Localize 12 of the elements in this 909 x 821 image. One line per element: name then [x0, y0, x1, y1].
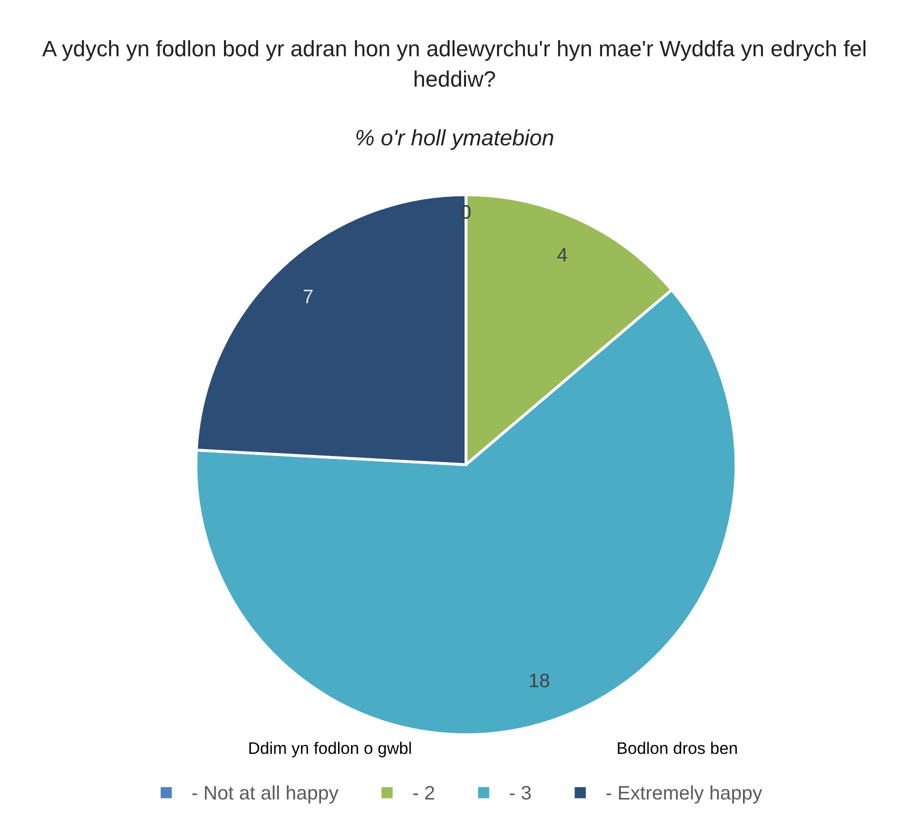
chart-subtitle: % o'r holl ymatebion [356, 129, 554, 150]
legend-label: - 2 [413, 786, 434, 800]
text: Bodlon dros ben [618, 742, 737, 754]
chart-title: A ydych yn fodlon bod yr adran hon yn adlewyrchu'r hyn mae'r Wyddfa yn edrych fel heddiw? [42, 40, 866, 87]
legend-label: - 3 [510, 786, 531, 800]
text: Ddim yn fodlon o gwbl [249, 742, 411, 758]
legend-label: - Not at all happy [192, 785, 338, 804]
text: 0 [461, 205, 471, 219]
legend-label: - Extremely happy [606, 785, 762, 804]
data-label: 7 [304, 290, 313, 304]
data-label: 4 [557, 248, 568, 262]
data-label: 18 [530, 674, 550, 688]
